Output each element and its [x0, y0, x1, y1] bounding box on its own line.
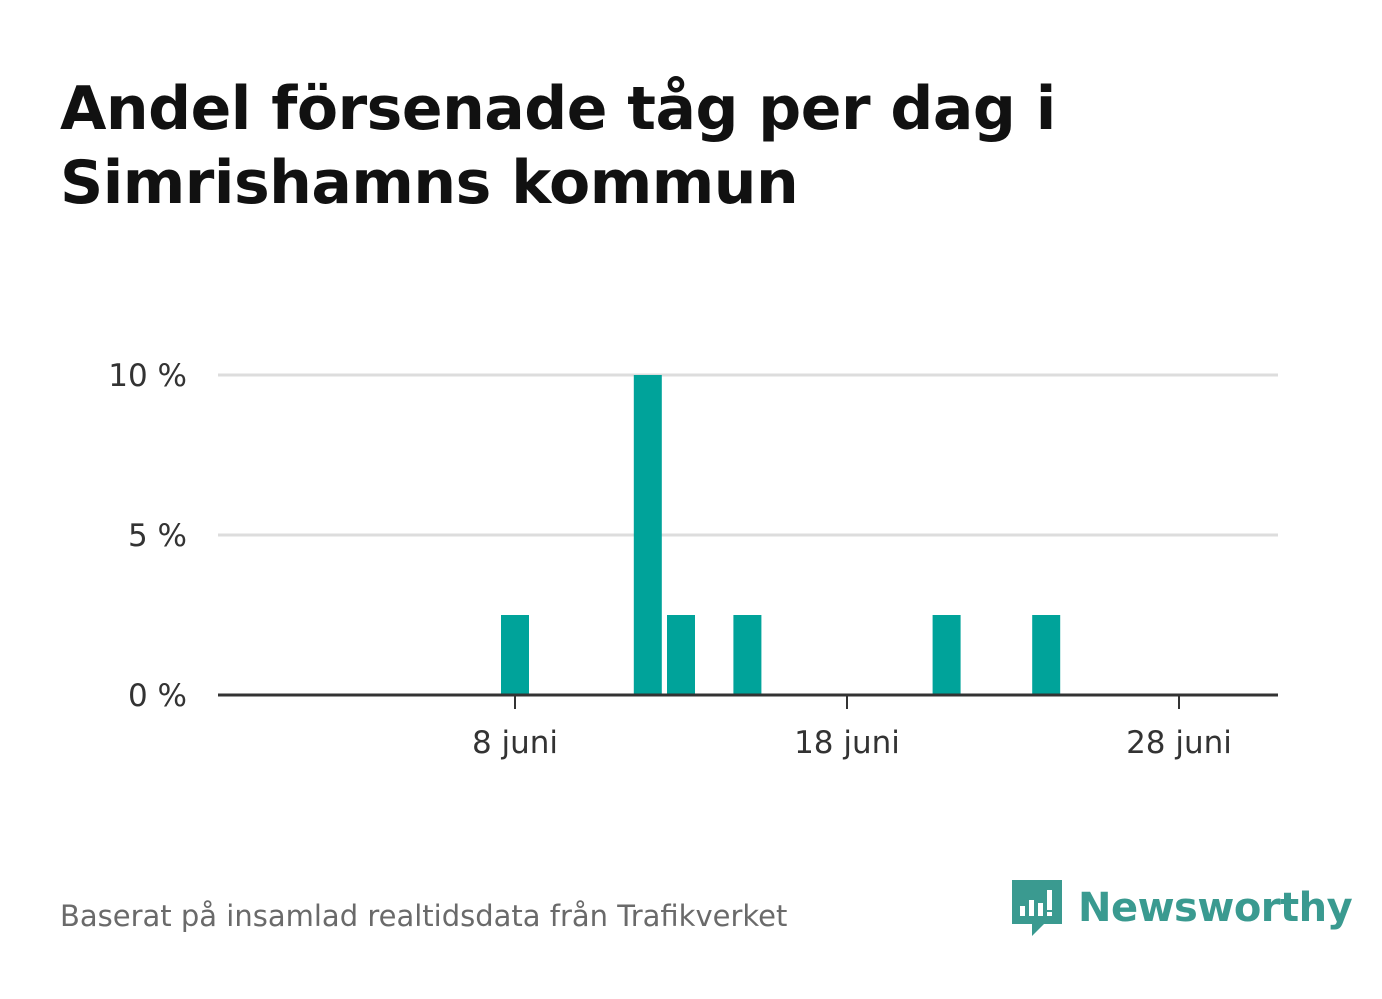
- x-tick-label: 28 juni: [1126, 725, 1232, 761]
- x-axis: [218, 693, 1278, 709]
- x-tick-label: 18 juni: [794, 725, 900, 761]
- y-tick-label: 0 %: [128, 678, 187, 714]
- bar: [733, 615, 762, 695]
- newsworthy-logo[interactable]: Newsworthy: [1010, 878, 1353, 938]
- gridlines: [218, 373, 1278, 537]
- bar: [633, 375, 662, 695]
- bar: [1032, 615, 1061, 695]
- newsworthy-logo-icon: [1012, 880, 1062, 936]
- source-note: Baserat på insamlad realtidsdata från Tr…: [60, 899, 788, 933]
- y-tick-label: 5 %: [128, 518, 187, 554]
- bar: [667, 615, 695, 695]
- bar: [932, 615, 961, 695]
- bar: [501, 615, 529, 695]
- x-tick-label: 8 juni: [472, 725, 558, 761]
- bars: [501, 375, 1061, 695]
- brand-name: Newsworthy: [1078, 885, 1353, 931]
- tick-labels: 0 % 5 % 10 % 8 juni 18 juni 28 juni: [108, 358, 1232, 761]
- y-tick-label: 10 %: [108, 358, 187, 394]
- chart-title: Andel försenade tåg per dag i Simrishamn…: [60, 74, 1056, 218]
